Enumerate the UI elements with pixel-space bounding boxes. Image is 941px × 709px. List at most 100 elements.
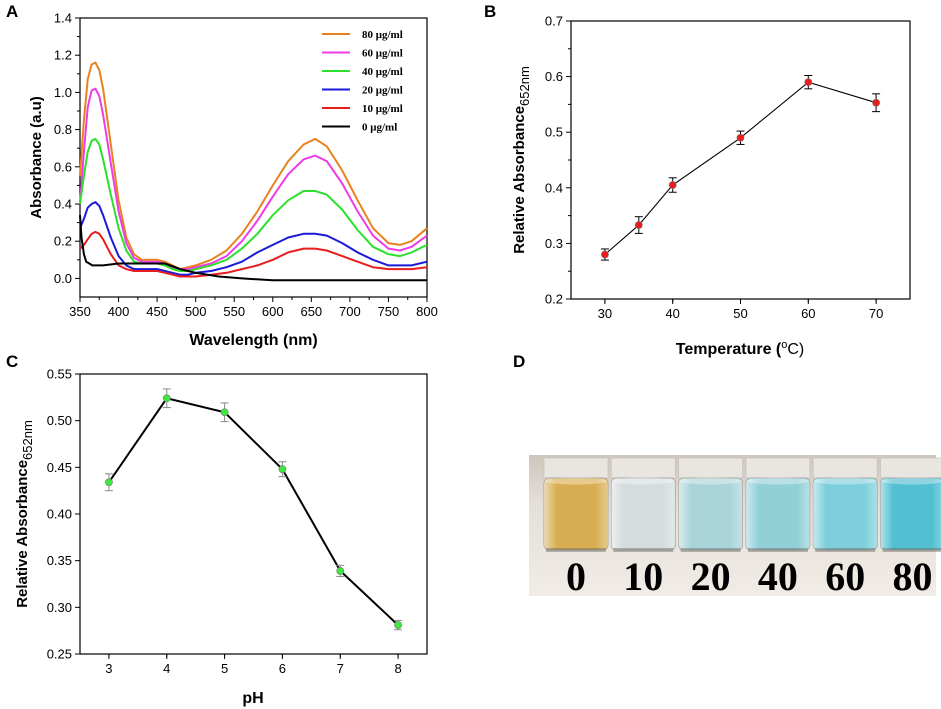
x-tick-label: 4: [163, 661, 170, 676]
series-line: [79, 61, 428, 271]
vial-label: 10: [623, 554, 663, 599]
y-axis-label-main: Relative Absorbance: [14, 460, 31, 608]
y-axis-label-main: Relative Absorbance: [511, 106, 528, 254]
vial-neck: [745, 457, 811, 479]
y-tick-label: 0.40: [47, 507, 72, 522]
series-line: [79, 230, 428, 278]
x-tick-label: 600: [262, 304, 284, 319]
x-tick-label: 7: [337, 661, 344, 676]
vial-neck: [880, 457, 941, 479]
panel-label-a: A: [6, 2, 18, 21]
data-point: [162, 394, 171, 403]
legend-label: 80 μg/ml: [362, 29, 403, 41]
y-tick-label: 0.4: [545, 180, 563, 195]
y-tick-label: 1.0: [54, 85, 72, 100]
y-tick-label: 0.2: [545, 292, 563, 307]
vial-base: [680, 548, 741, 552]
x-tick-label: 350: [69, 304, 91, 319]
y-tick-label: 0.3: [545, 236, 563, 251]
vial-glare: [813, 478, 878, 550]
x-tick-label: 50: [733, 306, 747, 321]
vial-base: [815, 548, 876, 552]
x-tick-label: 550: [223, 304, 245, 319]
y-axis-label: Absorbance (a.u): [28, 96, 45, 219]
chart-b: 30 40 50 60 70 0.2 0.3 0.4 0.5 0.6 0.7 Temperature …: [511, 14, 911, 358]
chart-c: 3 4 5 6 7 8 0.25 0.30 0.35 0.40 0.45 0.50 0.55 pH Rela…: [14, 367, 428, 707]
y-tick-label: 0.6: [54, 159, 72, 174]
legend-label: 0 μg/ml: [362, 122, 397, 134]
y-axis-label: Relative Absorbance652nm: [511, 66, 532, 254]
data-point: [668, 181, 677, 189]
y-axis-label-sub: 652nm: [517, 66, 532, 106]
vial-base: [546, 548, 606, 552]
chart-a: 350 400 450 500 550 600 650 700 750 800 0.0 0.2 0.4 0…: [28, 11, 438, 350]
x-tick-label: 800: [416, 304, 438, 319]
y-tick-label: 0.0: [54, 271, 72, 286]
x-tick-label: 750: [378, 304, 400, 319]
x-axis-label: pH: [242, 690, 263, 707]
y-tick-label: 0.50: [47, 413, 72, 428]
x-tick-label: 40: [665, 306, 679, 321]
y-tick-label: 0.55: [47, 367, 72, 382]
vial-base: [882, 548, 941, 552]
panel-label-b: B: [484, 2, 496, 21]
vial-base: [613, 548, 674, 552]
series-line: [79, 215, 427, 282]
series-line: [604, 81, 877, 255]
y-tick-label: 0.25: [47, 647, 72, 662]
vial-label: 40: [758, 554, 798, 599]
x-tick-label: 8: [394, 661, 401, 676]
vial-label: 80: [893, 554, 933, 599]
y-tick-label: 0.30: [47, 600, 72, 615]
vial-glare: [678, 478, 743, 550]
x-tick-label: 5: [221, 661, 228, 676]
vial-neck: [812, 457, 878, 479]
x-axis-label-main: Temperature (: [676, 341, 782, 358]
series-line: [108, 397, 399, 626]
y-tick-label: 0.7: [545, 14, 563, 29]
data-point: [634, 221, 643, 229]
data-point: [278, 465, 287, 474]
x-tick-label: 500: [185, 304, 207, 319]
x-tick-label: 400: [108, 304, 130, 319]
vial-neck: [543, 457, 609, 479]
vial-neck: [678, 457, 743, 479]
y-tick-label: 0.6: [545, 69, 563, 84]
data-point: [736, 133, 745, 142]
x-axis-label-end: C): [787, 341, 804, 358]
x-tick-label: 6: [279, 661, 286, 676]
x-tick-label: 60: [801, 306, 815, 321]
x-tick-label: 650: [300, 304, 322, 319]
y-tick-label: 1.2: [54, 48, 72, 63]
x-axis-label: Temperature (oC): [676, 339, 805, 358]
data-point: [336, 567, 345, 575]
data-point: [220, 408, 229, 417]
vial-glare: [611, 478, 676, 550]
panel-label-d: D: [513, 352, 525, 371]
y-tick-label: 0.2: [54, 234, 72, 249]
vial-label: 0: [566, 554, 586, 599]
y-axis-label: Relative Absorbance652nm: [14, 420, 35, 608]
x-tick-label: 3: [105, 661, 112, 676]
data-point: [394, 621, 402, 629]
data-point: [601, 250, 609, 259]
y-tick-label: 0.4: [54, 197, 72, 212]
panel-label-c: C: [6, 352, 18, 371]
legend-label: 40 μg/ml: [362, 66, 403, 78]
vial-glare: [745, 478, 810, 550]
x-tick-label: 450: [146, 304, 168, 319]
x-tick-label: 700: [339, 304, 361, 319]
x-axis-label: Wavelength (nm): [189, 332, 317, 349]
vial-base: [747, 548, 808, 552]
series-line: [79, 201, 428, 276]
vial-neck: [610, 457, 676, 479]
y-tick-label: 0.35: [47, 553, 72, 568]
data-point: [105, 478, 113, 487]
x-tick-label: 70: [869, 306, 883, 321]
vial-glare: [544, 478, 608, 550]
series-line: [79, 87, 428, 271]
y-tick-label: 0.8: [54, 122, 72, 137]
y-axis-label-sub: 652nm: [20, 420, 35, 460]
vial-glare: [880, 478, 941, 550]
